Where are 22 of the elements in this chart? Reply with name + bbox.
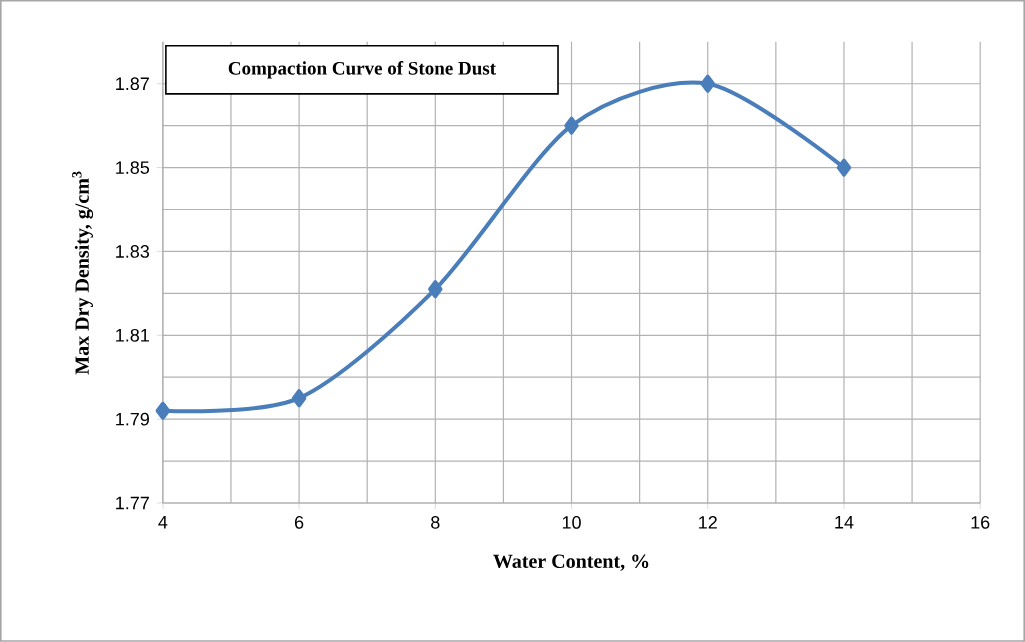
y-tick-label: 1.77 (116, 496, 149, 510)
x-tick-label: 8 (431, 516, 440, 529)
x-tick-label: 10 (562, 516, 581, 529)
point (564, 116, 579, 135)
point (428, 280, 443, 299)
y-tick-label: 1.87 (116, 77, 149, 91)
y-tick-label: 1.79 (116, 412, 149, 426)
y-tick-label: 1.81 (116, 329, 149, 342)
point (836, 158, 852, 177)
x-tick-label: 6 (294, 516, 304, 529)
x-tick-label: 12 (699, 516, 717, 529)
y-tick-label: 1.85 (116, 161, 150, 175)
point (155, 401, 171, 420)
y-axis-title: Max Dry Density, g/cm$^{3}$ (72, 171, 94, 375)
x-tick-label: 16 (971, 516, 990, 529)
point (291, 389, 307, 408)
x-axis-title: Water Content, % (493, 554, 649, 571)
text: Compaction Curve of Stone Dust (228, 61, 496, 79)
y-tick-label: 1.83 (116, 245, 150, 258)
point (700, 74, 715, 93)
x-tick-label: 14 (835, 516, 854, 529)
x-tick-label: 4 (158, 516, 168, 529)
